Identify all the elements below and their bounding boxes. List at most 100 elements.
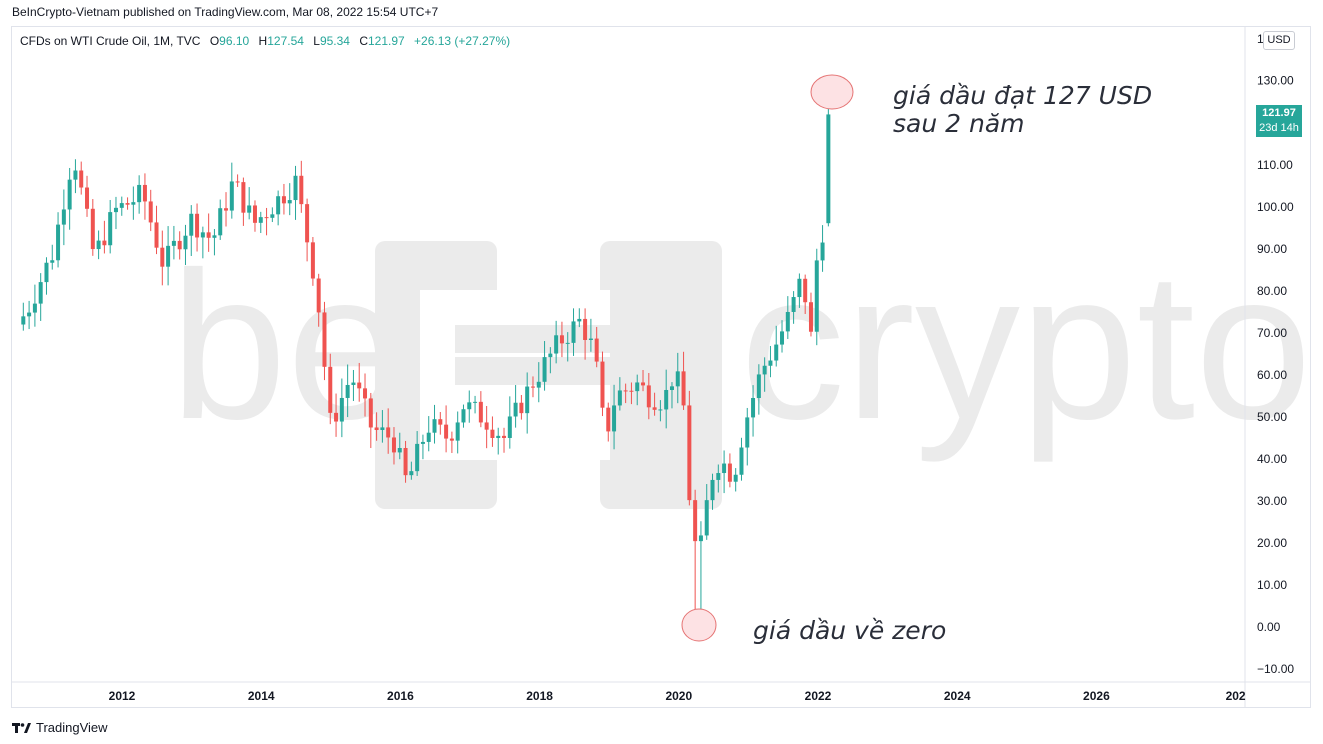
candle-body (125, 203, 130, 205)
y-tick-label: 80.00 (1257, 284, 1287, 298)
candle-body (79, 170, 84, 188)
candle-body (519, 402, 524, 414)
legend-low: 95.34 (319, 34, 350, 48)
price-scale-top-partial: 1 (1257, 32, 1264, 46)
candle-body (600, 361, 605, 408)
candle-body (664, 389, 669, 410)
candle-body (67, 179, 72, 210)
candle-body (571, 321, 576, 343)
legend-high: 127.54 (267, 34, 304, 48)
candle-body (171, 240, 176, 246)
legend-change: +26.13 (+27.27%) (414, 34, 511, 48)
candle-body (803, 278, 808, 303)
candle-body (281, 196, 286, 204)
candle-body (698, 535, 703, 542)
candle-body (484, 422, 489, 430)
candle-body (397, 447, 402, 453)
candle-body (751, 397, 756, 418)
candle-body (455, 422, 460, 441)
candle-body (386, 427, 391, 438)
candle-body (229, 181, 234, 211)
candle-body (565, 342, 570, 344)
x-tick-label: 2026 (1083, 689, 1110, 703)
candle-body (287, 200, 292, 204)
candle-body (652, 407, 657, 410)
candle-body (612, 405, 617, 432)
candle-body (368, 398, 373, 428)
candle-body (478, 401, 483, 423)
candle-body (154, 222, 159, 248)
candle-body (669, 386, 674, 390)
candle-body (617, 390, 622, 406)
chart-frame[interactable] (11, 26, 1311, 708)
candle-body (426, 432, 431, 442)
candle-body (108, 212, 113, 246)
candle-body (96, 240, 101, 250)
candle-body (646, 385, 651, 408)
legend-close: 121.97 (368, 34, 405, 48)
candle-body (328, 366, 333, 413)
candle-body (461, 409, 466, 423)
candle-body (241, 182, 246, 213)
candle-body (61, 209, 66, 225)
y-tick-label: 90.00 (1257, 242, 1287, 256)
candle-body (200, 232, 205, 238)
y-tick-label: 40.00 (1257, 452, 1287, 466)
candle-body (334, 412, 339, 422)
y-tick-label: −10.00 (1257, 662, 1294, 676)
y-tick-label: 60.00 (1257, 368, 1287, 382)
x-tick-label: 2012 (109, 689, 136, 703)
highlight-marks (681, 74, 854, 642)
candle-body (791, 297, 796, 312)
candle-body (733, 474, 738, 482)
candle-body (391, 437, 396, 453)
candle-body (206, 232, 211, 238)
y-tick-label: 70.00 (1257, 326, 1287, 340)
y-tick-label: 20.00 (1257, 536, 1287, 550)
candle-body (415, 443, 420, 472)
candle-body (704, 500, 709, 536)
candle-body (374, 427, 379, 431)
last-price: 121.97 (1262, 107, 1296, 119)
y-tick-label: 50.00 (1257, 410, 1287, 424)
x-tick-label: 2024 (944, 689, 971, 703)
candle-body (212, 235, 217, 238)
candle-body (559, 335, 564, 344)
watermark-be: be (170, 228, 404, 463)
candle-body (27, 312, 32, 317)
candle-body (131, 202, 136, 205)
highlight-high (810, 74, 854, 110)
candle-body (189, 213, 194, 236)
candle-body (403, 447, 408, 476)
candle-body (814, 260, 819, 332)
candle-body (797, 278, 802, 298)
annotation-top-line2: sau 2 năm (893, 109, 1025, 138)
candle-body (44, 262, 49, 283)
candle-body (345, 384, 350, 398)
candle-body (710, 479, 715, 501)
candle-body (310, 242, 315, 279)
x-tick-label: 2018 (526, 689, 553, 703)
currency-button[interactable]: USD (1263, 31, 1295, 50)
annotation-top-line1: giá dầu đạt 127 USD (893, 81, 1153, 110)
watermark-bracket-right (600, 241, 722, 509)
candle-body (808, 302, 813, 332)
candle-body (530, 386, 535, 388)
candle-body (102, 240, 107, 246)
candle-body (820, 242, 825, 261)
candle-body (420, 441, 425, 444)
footer[interactable]: TradingView (12, 720, 108, 735)
candle-body (270, 214, 275, 218)
candle-body (774, 344, 779, 361)
candles (21, 91, 831, 628)
footer-brand: TradingView (36, 720, 108, 735)
candle-body (727, 463, 732, 482)
candle-body (438, 419, 443, 425)
candle-body (606, 407, 611, 432)
candle-body (542, 357, 547, 382)
candle-body (113, 207, 118, 213)
candle-body (235, 181, 240, 183)
candle-body (258, 217, 263, 223)
candle-body (623, 390, 628, 392)
